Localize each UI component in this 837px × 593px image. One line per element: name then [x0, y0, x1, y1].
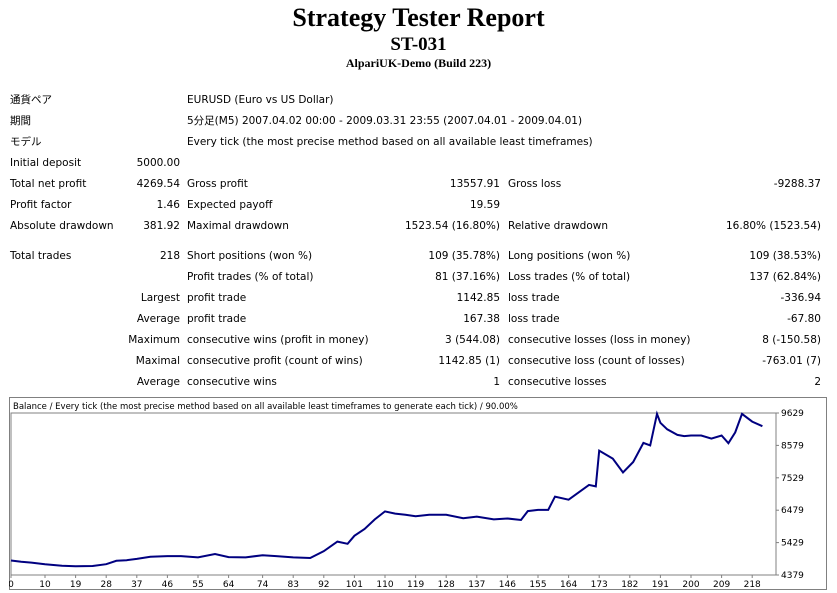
relative-drawdown-value: 16.80% (1523.54) — [726, 220, 821, 232]
loss-trades-label: Loss trades (% of total) — [508, 271, 631, 283]
profit-trades-label: Profit trades (% of total) — [187, 271, 314, 283]
y-tick-label: 7529 — [781, 474, 804, 484]
period-label: 期間 — [10, 115, 31, 127]
x-tick-label: 55 — [192, 580, 203, 590]
gross-profit-label: Gross profit — [187, 178, 248, 190]
gross-profit-value: 13557.91 — [449, 178, 500, 190]
x-tick-label: 83 — [287, 580, 298, 590]
initial-deposit-label: Initial deposit — [10, 157, 82, 169]
maximal-drawdown-label: Maximal drawdown — [187, 220, 289, 232]
maximal-cons-profit-value: 1142.85 (1) — [438, 355, 500, 367]
maximal-drawdown-value: 1523.54 (16.80%) — [405, 220, 500, 232]
avg-cons-wins-label: consecutive wins — [187, 376, 277, 388]
pair-value: EURUSD (Euro vs US Dollar) — [187, 94, 334, 106]
x-tick-label: 182 — [621, 580, 638, 590]
y-tick-label: 4379 — [781, 571, 804, 581]
average-label: Average — [136, 313, 180, 325]
plot-area-border — [10, 412, 777, 576]
report-server: AlpariUK-Demo (Build 223) — [345, 56, 492, 70]
maximum-label: Maximum — [128, 334, 180, 346]
report-title: Strategy Tester Report — [292, 3, 545, 32]
chart-title: Balance / Every tick (the most precise m… — [13, 402, 518, 412]
largest-profit-value: 1142.85 — [456, 292, 500, 304]
relative-drawdown-label: Relative drawdown — [508, 220, 609, 232]
absolute-drawdown-label: Absolute drawdown — [10, 220, 114, 232]
y-tick-label: 5429 — [781, 539, 804, 549]
x-tick-label: 119 — [407, 580, 424, 590]
average2-label: Average — [136, 376, 180, 388]
avg-cons-losses-value: 2 — [814, 376, 821, 388]
profit-trades-value: 81 (37.16%) — [435, 271, 500, 283]
report-id: ST-031 — [390, 34, 447, 55]
max-cons-losses-value: 8 (-150.58) — [762, 334, 821, 346]
x-tick-label: 200 — [682, 580, 699, 590]
total-net-profit-label: Total net profit — [10, 178, 87, 190]
x-tick-label: 137 — [468, 580, 485, 590]
profit-factor-label: Profit factor — [10, 199, 72, 211]
average-loss-value: -67.80 — [787, 313, 821, 325]
balance-line — [10, 410, 763, 568]
avg-cons-losses-label: consecutive losses — [508, 376, 607, 388]
model-label: モデル — [10, 136, 42, 148]
largest-label: Largest — [140, 292, 180, 304]
largest-loss-value: -336.94 — [780, 292, 821, 304]
x-tick-label: 64 — [223, 580, 235, 590]
y-tick-label: 8579 — [781, 441, 804, 451]
x-tick-label: 191 — [652, 580, 669, 590]
max-cons-wins-label: consecutive wins (profit in money) — [187, 334, 369, 346]
short-positions-label: Short positions (won %) — [187, 250, 313, 262]
x-tick-label: 173 — [591, 580, 608, 590]
expected-payoff-label: Expected payoff — [187, 199, 273, 211]
x-tick-label: 28 — [100, 580, 112, 590]
maximal-label: Maximal — [135, 355, 180, 367]
profit-factor-value: 1.46 — [156, 199, 180, 211]
average-profit-value: 167.38 — [463, 313, 500, 325]
loss-trades-value: 137 (62.84%) — [749, 271, 821, 283]
largest-loss-label: loss trade — [508, 292, 560, 304]
initial-deposit-value: 5000.00 — [136, 157, 180, 169]
period-value: 5分足(M5) 2007.04.02 00:00 - 2009.03.31 23… — [187, 115, 583, 127]
long-positions-value: 109 (38.53%) — [749, 250, 821, 262]
pair-label: 通貨ペア — [10, 94, 52, 106]
x-tick-label: 155 — [529, 580, 546, 590]
maximal-cons-profit-label: consecutive profit (count of wins) — [187, 355, 363, 367]
total-net-profit-value: 4269.54 — [136, 178, 180, 190]
gross-loss-value: -9288.37 — [773, 178, 821, 190]
y-tick-label: 9629 — [781, 409, 804, 419]
x-tick-label: 209 — [713, 580, 730, 590]
y-tick-label: 6479 — [781, 506, 804, 516]
average-profit-label: profit trade — [187, 313, 247, 325]
x-tick-label: 92 — [318, 580, 329, 590]
largest-profit-label: profit trade — [187, 292, 247, 304]
chart-frame — [9, 397, 827, 590]
gross-loss-label: Gross loss — [508, 178, 562, 190]
maximal-cons-loss-value: -763.01 (7) — [762, 355, 821, 367]
expected-payoff-value: 19.59 — [469, 199, 500, 211]
x-tick-label: 10 — [39, 580, 51, 590]
x-tick-label: 19 — [70, 580, 82, 590]
x-tick-label: 0 — [9, 580, 14, 590]
long-positions-label: Long positions (won %) — [508, 250, 631, 262]
avg-cons-wins-value: 1 — [493, 376, 500, 388]
x-tick-label: 146 — [499, 580, 516, 590]
total-trades-value: 218 — [159, 250, 180, 262]
max-cons-wins-value: 3 (544.08) — [445, 334, 500, 346]
balance-chart: Balance / Every tick (the most precise m… — [9, 397, 827, 590]
short-positions-value: 109 (35.78%) — [428, 250, 500, 262]
total-trades-label: Total trades — [10, 250, 72, 262]
x-tick-label: 46 — [162, 580, 174, 590]
average-loss-label: loss trade — [508, 313, 560, 325]
x-tick-label: 101 — [346, 580, 363, 590]
max-cons-losses-label: consecutive losses (loss in money) — [508, 334, 691, 346]
x-tick-label: 37 — [131, 580, 142, 590]
x-tick-label: 128 — [438, 580, 455, 590]
x-tick-label: 110 — [376, 580, 393, 590]
x-tick-label: 164 — [560, 580, 577, 590]
x-tick-label: 218 — [744, 580, 761, 590]
x-tick-label: 74 — [257, 580, 269, 590]
model-value: Every tick (the most precise method base… — [187, 136, 593, 148]
maximal-cons-loss-label: consecutive loss (count of losses) — [508, 355, 685, 367]
absolute-drawdown-value: 381.92 — [143, 220, 180, 232]
